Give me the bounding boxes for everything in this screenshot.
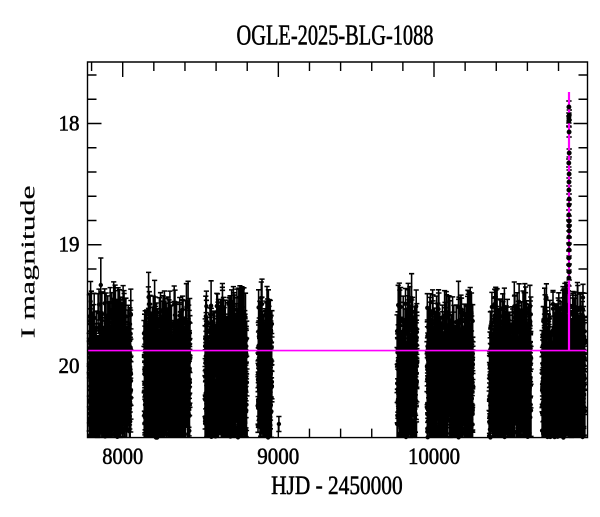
- svg-text:HJD - 2450000: HJD - 2450000: [271, 471, 403, 500]
- svg-text:OGLE-2025-BLG-1088: OGLE-2025-BLG-1088: [237, 21, 434, 52]
- svg-text:10000: 10000: [408, 444, 460, 469]
- svg-text:9000: 9000: [257, 444, 299, 469]
- svg-text:19: 19: [59, 232, 80, 257]
- svg-text:18: 18: [59, 110, 80, 135]
- svg-text:I magnitude: I magnitude: [18, 185, 40, 338]
- svg-text:8000: 8000: [102, 444, 143, 469]
- svg-text:20: 20: [59, 353, 80, 378]
